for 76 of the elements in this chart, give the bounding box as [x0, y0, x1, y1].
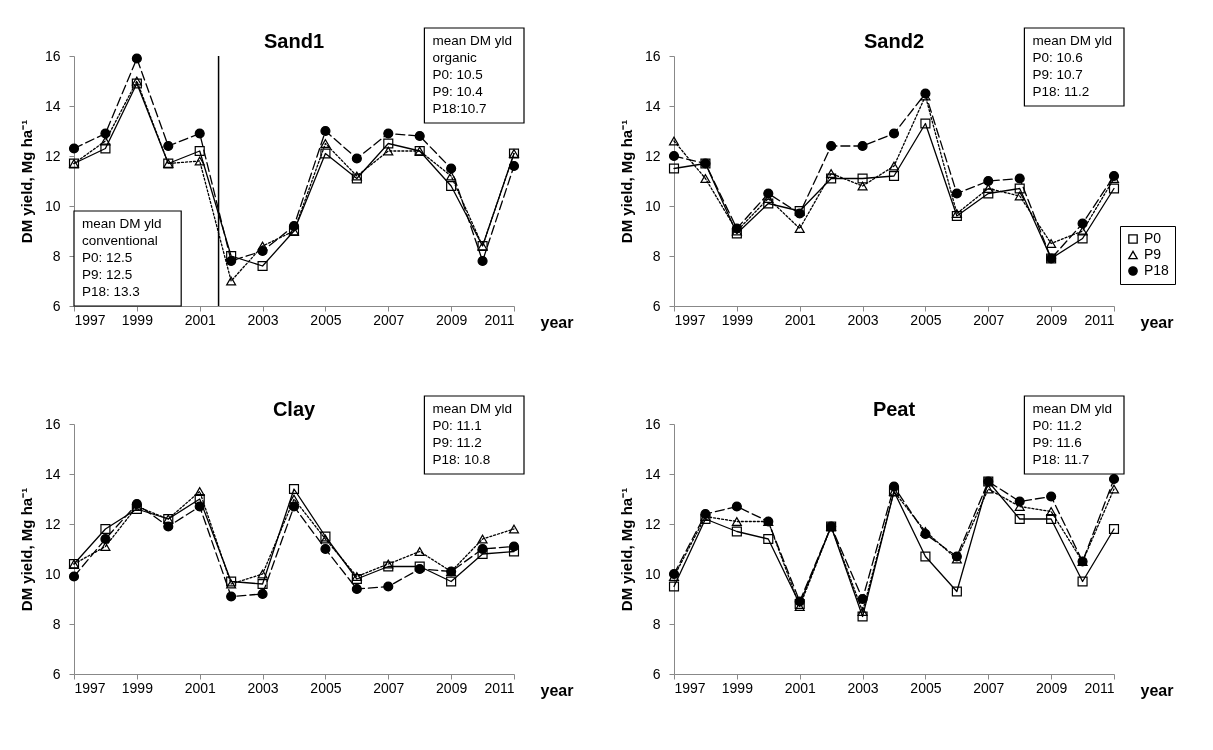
x-tick-label: 2011 [1084, 311, 1115, 328]
x-tick-label: 2005 [910, 679, 942, 696]
x-tick-label: 1997 [674, 311, 706, 328]
x-tick-label: 2005 [310, 679, 342, 696]
x-tick-label: 1999 [721, 311, 754, 328]
y-tick-label: 10 [644, 565, 661, 582]
y-tick-label: 14 [44, 465, 61, 482]
y-axis-title: DM yield, Mg ha⁻¹ [17, 487, 35, 612]
x-tick-label: 2011 [484, 311, 515, 328]
x-tick-label: 1997 [74, 679, 106, 696]
y-tick-label: 10 [44, 197, 61, 214]
x-axis-title: year [540, 313, 574, 331]
y-tick-label: 10 [644, 197, 661, 214]
chart-title: Clay [272, 398, 316, 420]
x-tick-label: 2003 [847, 311, 879, 328]
legend-label: P9 [1144, 246, 1162, 262]
y-tick-label: 16 [44, 415, 61, 432]
x-tick-label: 1997 [74, 311, 106, 328]
y-tick-label: 10 [44, 565, 61, 582]
y-tick-label: 6 [52, 297, 61, 314]
x-tick-label: 1999 [121, 311, 154, 328]
y-tick-label: 14 [644, 97, 661, 114]
x-axis-title: year [1140, 681, 1174, 699]
y-tick-label: 8 [652, 247, 661, 264]
x-tick-label: 2003 [247, 679, 279, 696]
y-tick-label: 8 [652, 615, 661, 632]
x-tick-label: 1999 [721, 679, 754, 696]
x-tick-label: 2007 [373, 679, 405, 696]
y-axis-title: DM yield, Mg ha⁻¹ [617, 119, 635, 244]
y-tick-label: 14 [44, 97, 61, 114]
y-tick-label: 12 [644, 147, 661, 164]
annotation: mean DM yld conventional P0: 12.5 P9: 12.5 P18: 13.3 [82, 216, 162, 299]
x-tick-label: 2009 [1036, 679, 1068, 696]
y-tick-label: 6 [52, 665, 61, 682]
x-tick-label: 2003 [847, 679, 879, 696]
x-tick-label: 2001 [784, 679, 816, 696]
x-axis-title: year [1140, 313, 1174, 331]
annotation: mean DM yld P0: 11.2 P9: 11.6 P18: 11.7 [1032, 401, 1112, 467]
y-tick-label: 12 [44, 515, 61, 532]
legend-label: P18 [1144, 262, 1170, 278]
x-tick-label: 2007 [373, 311, 405, 328]
x-tick-label: 2007 [973, 311, 1005, 328]
x-tick-label: 2011 [484, 679, 515, 696]
x-tick-label: 2001 [784, 311, 816, 328]
x-tick-label: 2009 [436, 679, 468, 696]
chart-title: Sand2 [863, 30, 925, 52]
y-axis-title: DM yield, Mg ha⁻¹ [617, 487, 635, 612]
x-tick-label: 2007 [973, 679, 1005, 696]
x-axis-title: year [540, 681, 574, 699]
x-tick-label: 1999 [121, 679, 154, 696]
annotation: mean DM yld organic P0: 10.5 P9: 10.4 P18:10.7 [432, 33, 512, 116]
y-tick-label: 6 [652, 665, 661, 682]
y-tick-label: 8 [52, 615, 61, 632]
x-tick-label: 2001 [184, 311, 216, 328]
y-tick-label: 8 [52, 247, 61, 264]
y-tick-label: 12 [644, 515, 661, 532]
x-tick-label: 2005 [910, 311, 942, 328]
x-tick-label: 2005 [310, 311, 342, 328]
chart-title: Sand1 [263, 30, 325, 52]
x-tick-label: 2003 [247, 311, 279, 328]
x-tick-label: 2009 [1036, 311, 1068, 328]
y-tick-label: 6 [652, 297, 661, 314]
y-tick-label: 14 [644, 465, 661, 482]
legend-label: P0 [1144, 230, 1162, 246]
y-tick-label: 16 [644, 415, 661, 432]
chart-title: Peat [872, 398, 916, 420]
y-tick-label: 12 [44, 147, 61, 164]
y-axis-title: DM yield, Mg ha⁻¹ [17, 119, 35, 244]
y-tick-label: 16 [44, 47, 61, 64]
x-tick-label: 2011 [1084, 679, 1115, 696]
annotation: mean DM yld P0: 10.6 P9: 10.7 P18: 11.2 [1032, 33, 1112, 99]
x-tick-label: 2009 [436, 311, 468, 328]
x-tick-label: 2001 [184, 679, 216, 696]
annotation: mean DM yld P0: 11.1 P9: 11.2 P18: 10.8 [432, 401, 512, 467]
x-tick-label: 1997 [674, 679, 706, 696]
y-tick-label: 16 [644, 47, 661, 64]
